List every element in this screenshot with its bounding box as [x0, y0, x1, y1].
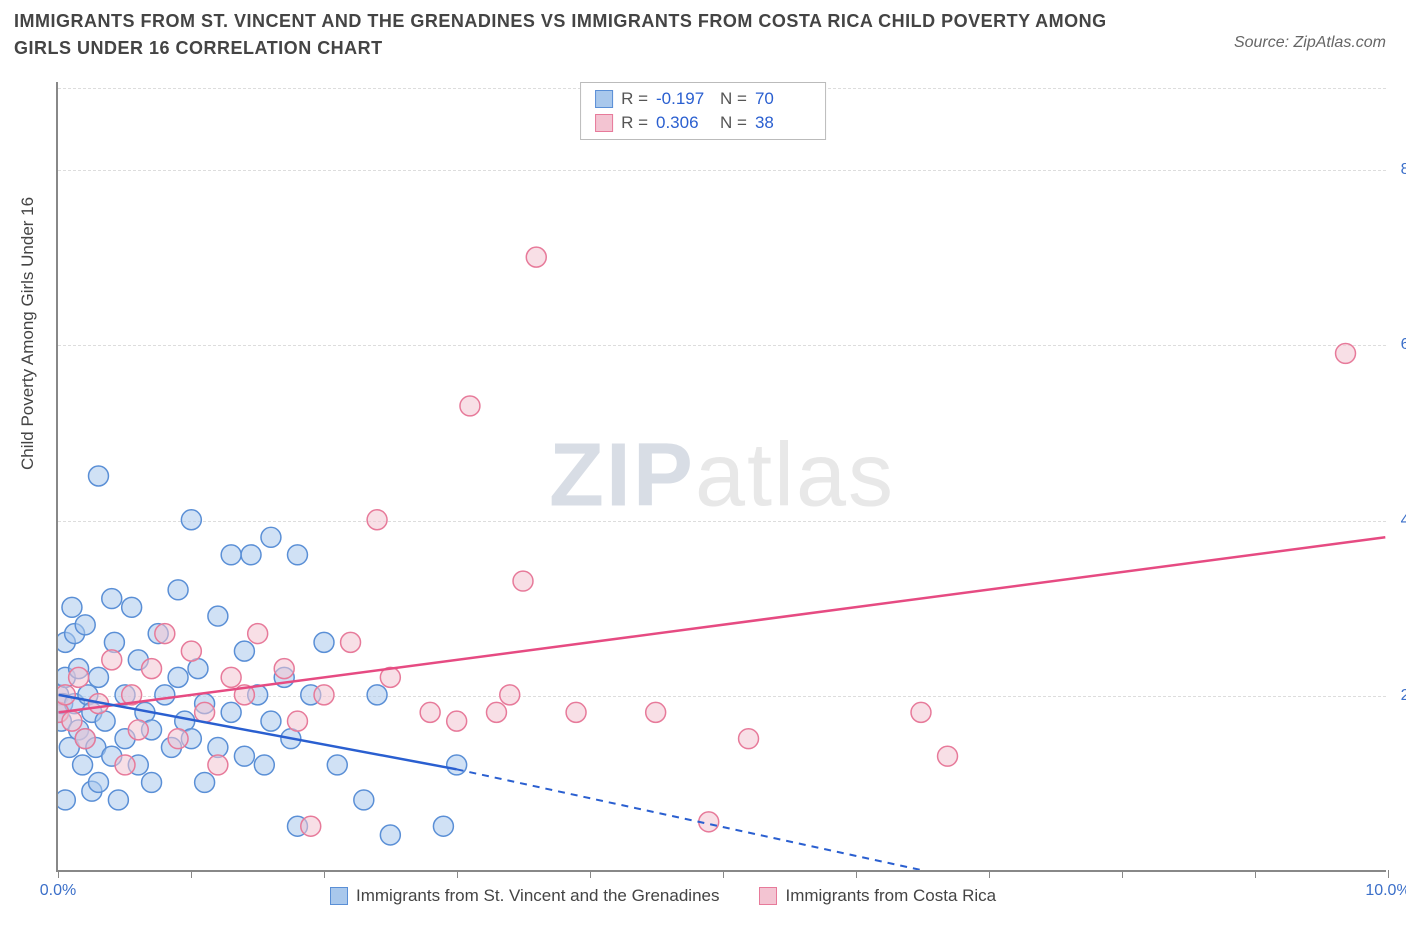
legend-swatch-series2 [759, 887, 777, 905]
n-value-series1: 70 [755, 89, 811, 109]
correlation-stats-box: R = -0.197 N = 70 R = 0.306 N = 38 [580, 82, 826, 140]
n-label: N = [720, 89, 747, 109]
y-tick-label: 60.0% [1391, 336, 1406, 354]
legend-item-series1: Immigrants from St. Vincent and the Gren… [330, 886, 719, 906]
swatch-series1 [595, 90, 613, 108]
x-tick [191, 870, 192, 878]
y-axis-label: Child Poverty Among Girls Under 16 [18, 197, 38, 470]
chart-plot-area: ZIPatlas 20.0%40.0%60.0%80.0%0.0%10.0% [56, 82, 1386, 872]
n-label: N = [720, 113, 747, 133]
swatch-series2 [595, 114, 613, 132]
stats-row-series1: R = -0.197 N = 70 [595, 87, 811, 111]
x-tick [58, 870, 59, 878]
scatter-plot-svg [58, 82, 1386, 870]
r-value-series1: -0.197 [656, 89, 712, 109]
stats-row-series2: R = 0.306 N = 38 [595, 111, 811, 135]
x-tick [989, 870, 990, 878]
x-tick [856, 870, 857, 878]
r-label: R = [621, 113, 648, 133]
y-tick-label: 40.0% [1391, 512, 1406, 530]
x-tick [590, 870, 591, 878]
y-tick-label: 80.0% [1391, 161, 1406, 179]
source-attribution: Source: ZipAtlas.com [1234, 34, 1386, 52]
legend-item-series2: Immigrants from Costa Rica [759, 886, 996, 906]
x-tick [723, 870, 724, 878]
x-tick-label: 10.0% [1365, 882, 1406, 900]
x-tick [1122, 870, 1123, 878]
r-label: R = [621, 89, 648, 109]
x-tick-label: 0.0% [40, 882, 76, 900]
x-tick [324, 870, 325, 878]
legend-label-series1: Immigrants from St. Vincent and the Gren… [356, 886, 719, 906]
r-value-series2: 0.306 [656, 113, 712, 133]
x-tick [457, 870, 458, 878]
legend-swatch-series1 [330, 887, 348, 905]
x-tick [1255, 870, 1256, 878]
n-value-series2: 38 [755, 113, 811, 133]
y-tick-label: 20.0% [1391, 687, 1406, 705]
legend-label-series2: Immigrants from Costa Rica [785, 886, 996, 906]
bottom-legend: Immigrants from St. Vincent and the Gren… [330, 886, 996, 906]
chart-title: IMMIGRANTS FROM ST. VINCENT AND THE GREN… [14, 8, 1114, 62]
x-tick [1388, 870, 1389, 878]
